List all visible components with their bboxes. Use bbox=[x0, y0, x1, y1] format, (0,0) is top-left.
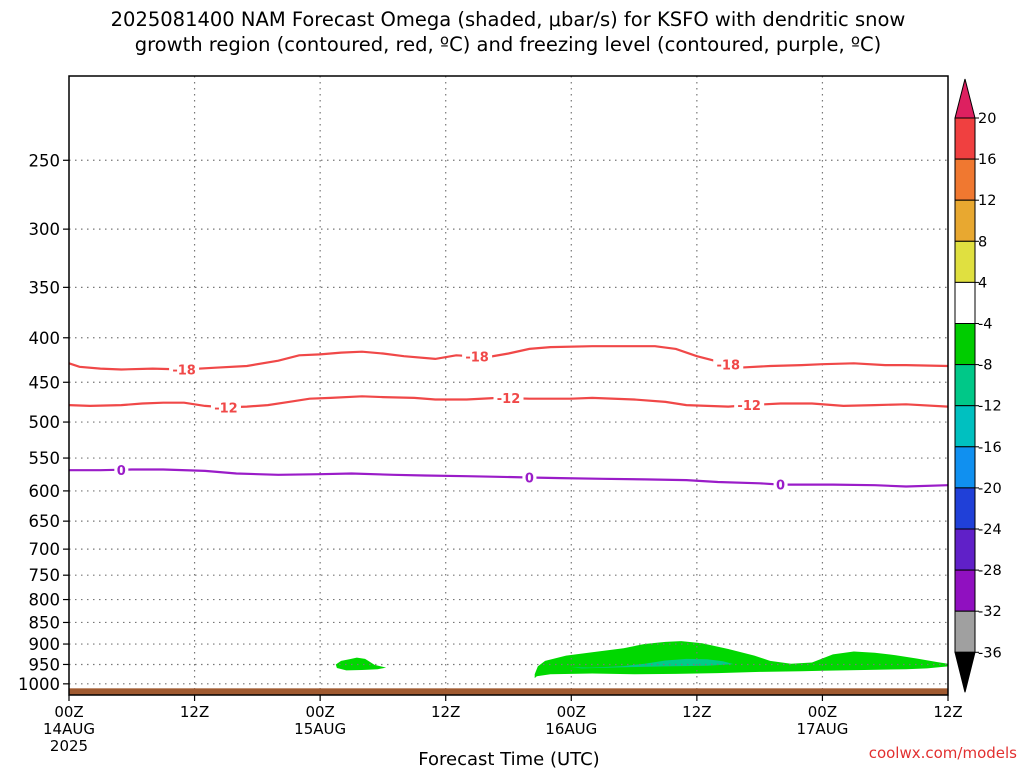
contour-label--12: -12 bbox=[214, 401, 238, 416]
x-tick-label-36-0: 12Z bbox=[431, 703, 460, 721]
x-tick-label-72-0: 00Z bbox=[808, 703, 837, 721]
omega-shading bbox=[335, 641, 948, 679]
colorbar-label-0: 20 bbox=[978, 111, 996, 127]
x-tick-label-48-1: 16AUG bbox=[545, 720, 597, 738]
x-tick-label-0-0: 00Z bbox=[54, 703, 83, 721]
colorbar-segment-7 bbox=[954, 364, 976, 407]
contour-line--12 bbox=[68, 395, 949, 409]
contour-label-bg bbox=[493, 390, 524, 407]
y-tick-label-800: 800 bbox=[29, 591, 61, 610]
colorbar-segment-6 bbox=[954, 323, 976, 366]
y-axis: 250 300 350 400 450 500 550 600 650 700 750 800 850 9… bbox=[18, 151, 69, 694]
x-tick-label-84-0: 12Z bbox=[933, 703, 962, 721]
colorbar-segment-1 bbox=[954, 117, 976, 160]
colorbar-segment-12 bbox=[954, 569, 976, 612]
x-tick-label-60-0: 12Z bbox=[682, 703, 711, 721]
contour-label-bg bbox=[522, 469, 537, 486]
y-tick-label-650: 650 bbox=[29, 512, 61, 531]
y-tick-label-550: 550 bbox=[29, 449, 61, 468]
contour-label-bg bbox=[462, 348, 493, 365]
contour-label-bg bbox=[169, 361, 200, 378]
contour-line-0 bbox=[69, 468, 949, 488]
x-axis-label: Forecast Time (UTC) bbox=[418, 749, 599, 768]
colorbar-label-4: 4 bbox=[978, 275, 987, 291]
plot-frame bbox=[68, 75, 949, 696]
contour-label--18: -18 bbox=[465, 351, 489, 366]
omega-region-1 bbox=[534, 641, 948, 679]
contour-label-bg bbox=[210, 399, 241, 416]
y-tick-label-600: 600 bbox=[29, 482, 61, 501]
plot-area: -18 -18 -18 -12 -12 -12 0 0 0 bbox=[68, 75, 949, 696]
contour-label--18: -18 bbox=[717, 359, 741, 374]
contour-label-0: 0 bbox=[776, 479, 785, 494]
contour-label--12: -12 bbox=[737, 399, 761, 414]
colorbar-top-arrow bbox=[954, 78, 976, 119]
chart-title-line-2: growth region (contoured, red, ºC) and f… bbox=[135, 33, 882, 56]
colorbar-label-10: -24 bbox=[978, 522, 1002, 538]
colorbar-segment-10 bbox=[954, 487, 976, 530]
contour-label-bg bbox=[734, 397, 765, 414]
y-tick-label-500: 500 bbox=[29, 413, 61, 432]
x-tick-label-0-1: 14AUG bbox=[43, 720, 95, 738]
contour-line--18 bbox=[68, 345, 949, 371]
colorbar-segment-11 bbox=[954, 528, 976, 571]
colorbar-label-9: -20 bbox=[978, 481, 1002, 497]
terrain-block bbox=[69, 688, 948, 695]
contour-label--12: -12 bbox=[497, 392, 521, 407]
colorbar-segment-9 bbox=[954, 446, 976, 489]
colorbar-segment-2 bbox=[954, 158, 976, 201]
colorbar-label-5: -4 bbox=[978, 317, 992, 333]
y-tick-label-350: 350 bbox=[29, 278, 61, 297]
y-tick-label-950: 950 bbox=[29, 655, 61, 674]
contour-label-bg bbox=[773, 476, 788, 493]
y-tick-label-450: 450 bbox=[29, 373, 61, 392]
temperature-contours: -18 -18 -18 -12 -12 -12 0 0 0 bbox=[68, 345, 949, 494]
x-tick-label-48-0: 00Z bbox=[557, 703, 586, 721]
contour-label--18: -18 bbox=[172, 363, 196, 378]
y-tick-label-1000: 1000 bbox=[18, 675, 60, 694]
colorbar-label-6: -8 bbox=[978, 358, 992, 374]
colorbar-label-11: -28 bbox=[978, 563, 1002, 579]
colorbar-label-12: -32 bbox=[978, 604, 1002, 620]
colorbar-label-13: -36 bbox=[978, 645, 1002, 661]
colorbar-label-7: -12 bbox=[978, 399, 1002, 415]
colorbar-segment-3 bbox=[954, 199, 976, 242]
x-tick-label-72-1: 17AUG bbox=[796, 720, 848, 738]
chart-title-line-1: 2025081400 NAM Forecast Omega (shaded, μ… bbox=[111, 8, 906, 31]
terrain-fill bbox=[69, 688, 948, 695]
contour-label-0: 0 bbox=[525, 471, 534, 486]
gridlines bbox=[69, 76, 948, 695]
y-tick-label-900: 900 bbox=[29, 635, 61, 654]
omega-region-2 bbox=[571, 658, 734, 669]
colorbar-label-3: 8 bbox=[978, 234, 987, 250]
colorbar-bottom-arrow bbox=[954, 651, 976, 693]
source-credit[interactable]: coolwx.com/models bbox=[869, 744, 1017, 762]
colorbar-segment-4 bbox=[954, 240, 976, 283]
colorbar-segment-13 bbox=[954, 610, 976, 653]
y-tick-label-300: 300 bbox=[29, 220, 61, 239]
y-tick-label-700: 700 bbox=[29, 540, 61, 559]
x-tick-label-0-2: 2025 bbox=[50, 737, 88, 755]
x-tick-label-12-0: 12Z bbox=[180, 703, 209, 721]
omega-region-0 bbox=[335, 657, 387, 671]
colorbar-label-2: 12 bbox=[978, 193, 996, 209]
x-tick-label-24-1: 15AUG bbox=[294, 720, 346, 738]
colorbar-segment-5 bbox=[954, 281, 976, 324]
contour-label-bg bbox=[114, 461, 129, 478]
colorbar-label-8: -16 bbox=[978, 440, 1002, 456]
y-tick-label-850: 850 bbox=[29, 613, 61, 632]
colorbar-segment-8 bbox=[954, 405, 976, 448]
y-tick-label-400: 400 bbox=[29, 329, 61, 348]
y-tick-label-250: 250 bbox=[29, 151, 61, 170]
contour-label-0: 0 bbox=[117, 464, 126, 479]
contour-label-bg bbox=[713, 356, 744, 373]
colorbar-label-1: 16 bbox=[978, 152, 996, 168]
colorbar: 20 16 12 8 4 -4 -8 -12 -16 -20 -24 -28 -32 -36 bbox=[954, 78, 1002, 693]
x-tick-label-24-0: 00Z bbox=[305, 703, 334, 721]
y-tick-label-750: 750 bbox=[29, 566, 61, 585]
